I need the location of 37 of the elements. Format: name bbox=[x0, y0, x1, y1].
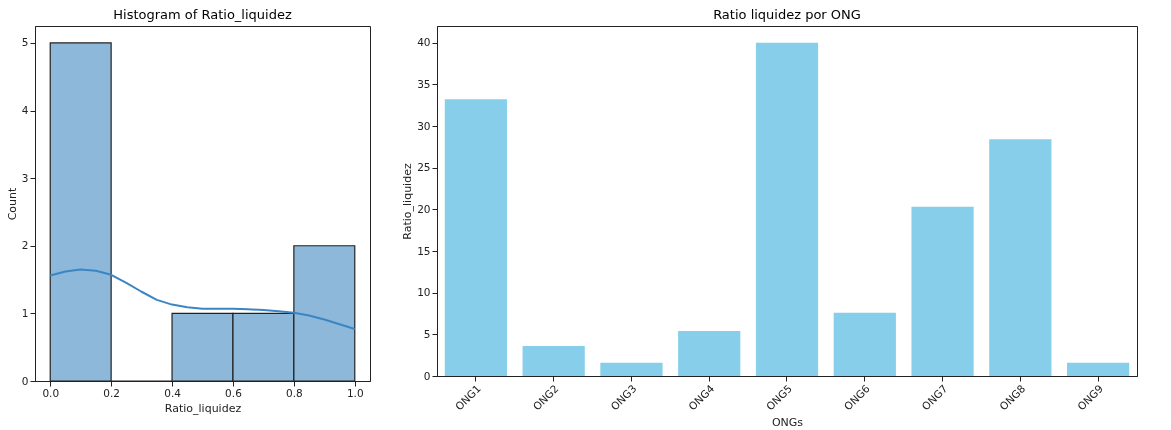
y-axis-title: Ratio_liquidez bbox=[401, 163, 415, 240]
bar bbox=[911, 206, 974, 376]
y-tick-label: 1 bbox=[21, 306, 29, 319]
bar bbox=[833, 312, 896, 376]
chart-title: Ratio liquidez por ONG bbox=[713, 7, 861, 22]
y-tick-label: 25 bbox=[417, 161, 431, 174]
chart-title: Histogram of Ratio_liquidez bbox=[113, 7, 292, 22]
y-tick-label: 35 bbox=[417, 77, 431, 90]
y-tick-label: 40 bbox=[417, 36, 431, 49]
bar bbox=[678, 331, 741, 376]
y-tick-label: 15 bbox=[417, 244, 431, 257]
y-tick-label: 0 bbox=[423, 369, 431, 382]
x-tick-label: 0.6 bbox=[225, 386, 243, 399]
x-tick-label: 0.0 bbox=[42, 386, 60, 399]
x-tick-label: 0.2 bbox=[103, 386, 120, 399]
bar bbox=[755, 42, 819, 376]
x-tick-label: 0.8 bbox=[286, 386, 303, 399]
line-series bbox=[49, 268, 356, 330]
y-tick-label: 10 bbox=[417, 286, 431, 299]
bar bbox=[444, 99, 507, 376]
y-tick-label: 20 bbox=[417, 202, 431, 215]
y-tick-label: 0 bbox=[21, 374, 29, 387]
x-tick-label: 0.4 bbox=[164, 386, 182, 399]
bar bbox=[522, 346, 585, 376]
y-tick-label: 4 bbox=[21, 104, 29, 117]
bar bbox=[600, 362, 663, 376]
y-tick-label: 3 bbox=[21, 171, 29, 184]
x-axis-title: Ratio_liquidez bbox=[164, 402, 242, 415]
y-tick-label: 5 bbox=[21, 36, 29, 49]
x-tick-label: 1.0 bbox=[346, 386, 364, 399]
bar bbox=[989, 139, 1052, 376]
y-axis-title: Count bbox=[5, 186, 19, 221]
bar bbox=[1067, 362, 1130, 376]
y-tick-label: 30 bbox=[417, 119, 431, 132]
y-tick-label: 2 bbox=[21, 239, 29, 252]
x-axis-title: ONGs bbox=[771, 415, 804, 429]
y-tick-label: 5 bbox=[423, 327, 431, 340]
